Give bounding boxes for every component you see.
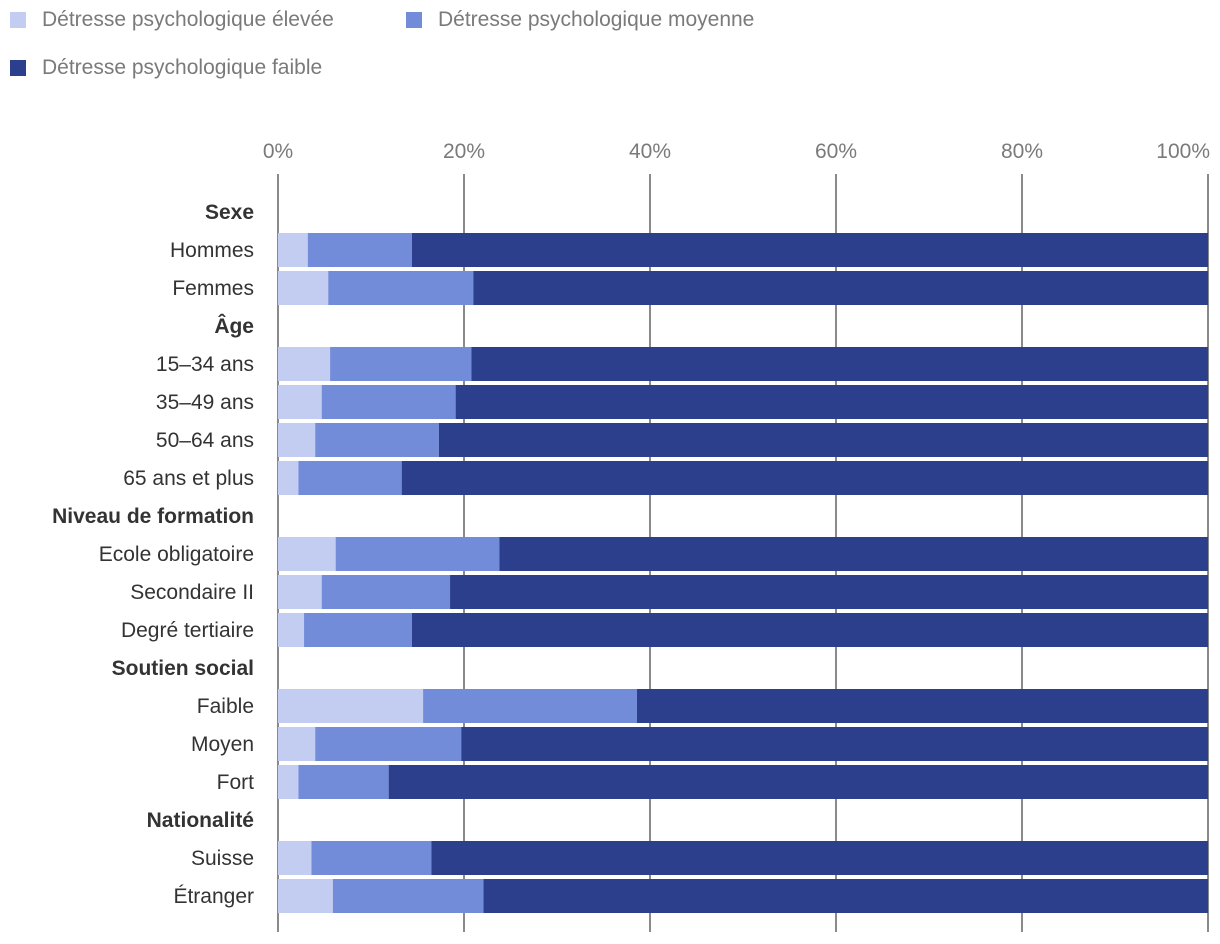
category-label: 50–64 ans xyxy=(156,429,254,452)
bar-elevee-7 xyxy=(278,461,299,495)
category-label: Suisse xyxy=(191,847,254,870)
bar-moyenne-2 xyxy=(328,271,474,305)
bar-elevee-11 xyxy=(278,613,305,647)
bar-faible-2 xyxy=(473,271,1208,305)
category-label: Faible xyxy=(197,695,254,718)
category-label: Moyen xyxy=(191,733,254,756)
bar-faible-17 xyxy=(431,841,1208,875)
legend-swatch-elevee xyxy=(10,12,26,28)
bar-moyenne-15 xyxy=(298,765,389,799)
bar-elevee-17 xyxy=(278,841,312,875)
bar-moyenne-14 xyxy=(315,727,462,761)
category-label: 35–49 ans xyxy=(156,391,254,414)
legend-item-faible: Détresse psychologique faible xyxy=(10,56,322,80)
group-header-label: Soutien social xyxy=(112,657,254,680)
legend-item-elevee: Détresse psychologique élevée xyxy=(10,8,334,32)
bar-faible-5 xyxy=(455,385,1208,419)
bar-moyenne-6 xyxy=(315,423,439,457)
bar-moyenne-4 xyxy=(330,347,472,381)
tick-label-100: 100% xyxy=(1156,140,1210,163)
bar-moyenne-11 xyxy=(304,613,412,647)
tick-label-40: 40% xyxy=(629,140,671,163)
bar-elevee-6 xyxy=(278,423,316,457)
category-label: 15–34 ans xyxy=(156,353,254,376)
category-label: Hommes xyxy=(170,239,254,262)
bar-elevee-9 xyxy=(278,537,336,571)
category-label: Étranger xyxy=(173,885,254,908)
category-label: Femmes xyxy=(172,277,254,300)
category-label: Ecole obligatoire xyxy=(99,543,254,566)
bar-moyenne-5 xyxy=(321,385,456,419)
bar-moyenne-1 xyxy=(307,233,412,267)
bar-moyenne-17 xyxy=(311,841,432,875)
bar-elevee-14 xyxy=(278,727,316,761)
category-label: Degré tertiaire xyxy=(121,619,254,642)
bar-faible-14 xyxy=(461,727,1209,761)
bar-elevee-2 xyxy=(278,271,329,305)
bar-faible-6 xyxy=(438,423,1208,457)
legend-swatch-faible xyxy=(10,60,26,76)
bar-elevee-4 xyxy=(278,347,331,381)
bar-moyenne-10 xyxy=(321,575,451,609)
legend-label-elevee: Détresse psychologique élevée xyxy=(42,8,334,31)
group-header-label: Âge xyxy=(214,314,254,338)
group-header-label: Sexe xyxy=(205,201,254,224)
bar-faible-1 xyxy=(411,233,1208,267)
category-label: 65 ans et plus xyxy=(123,467,254,490)
group-header-label: Nationalité xyxy=(147,809,254,832)
category-label: Fort xyxy=(217,771,255,794)
bar-faible-9 xyxy=(499,537,1209,571)
bar-faible-18 xyxy=(483,879,1208,913)
bar-elevee-15 xyxy=(278,765,299,799)
bar-moyenne-7 xyxy=(298,461,402,495)
legend-label-faible: Détresse psychologique faible xyxy=(42,56,323,79)
legend-label-moyenne: Détresse psychologique moyenne xyxy=(438,8,755,31)
bar-elevee-18 xyxy=(278,879,333,913)
bar-moyenne-18 xyxy=(332,879,484,913)
legend-swatch-moyenne xyxy=(406,12,422,28)
bar-elevee-5 xyxy=(278,385,322,419)
bar-elevee-13 xyxy=(278,689,424,723)
bar-faible-15 xyxy=(388,765,1208,799)
bar-faible-10 xyxy=(450,575,1208,609)
category-label: Secondaire II xyxy=(130,581,254,604)
bar-elevee-1 xyxy=(278,233,308,267)
tick-label-20: 20% xyxy=(443,140,485,163)
group-header-label: Niveau de formation xyxy=(52,505,254,528)
bar-faible-13 xyxy=(636,689,1208,723)
bar-moyenne-9 xyxy=(335,537,500,571)
bar-moyenne-13 xyxy=(423,689,637,723)
tick-label-60: 60% xyxy=(815,140,857,163)
tick-label-0: 0% xyxy=(263,140,293,163)
bar-elevee-10 xyxy=(278,575,322,609)
bar-faible-4 xyxy=(471,347,1208,381)
legend-item-moyenne: Détresse psychologique moyenne xyxy=(406,8,754,32)
bar-faible-11 xyxy=(411,613,1208,647)
tick-label-80: 80% xyxy=(1001,140,1043,163)
bar-faible-7 xyxy=(401,461,1208,495)
